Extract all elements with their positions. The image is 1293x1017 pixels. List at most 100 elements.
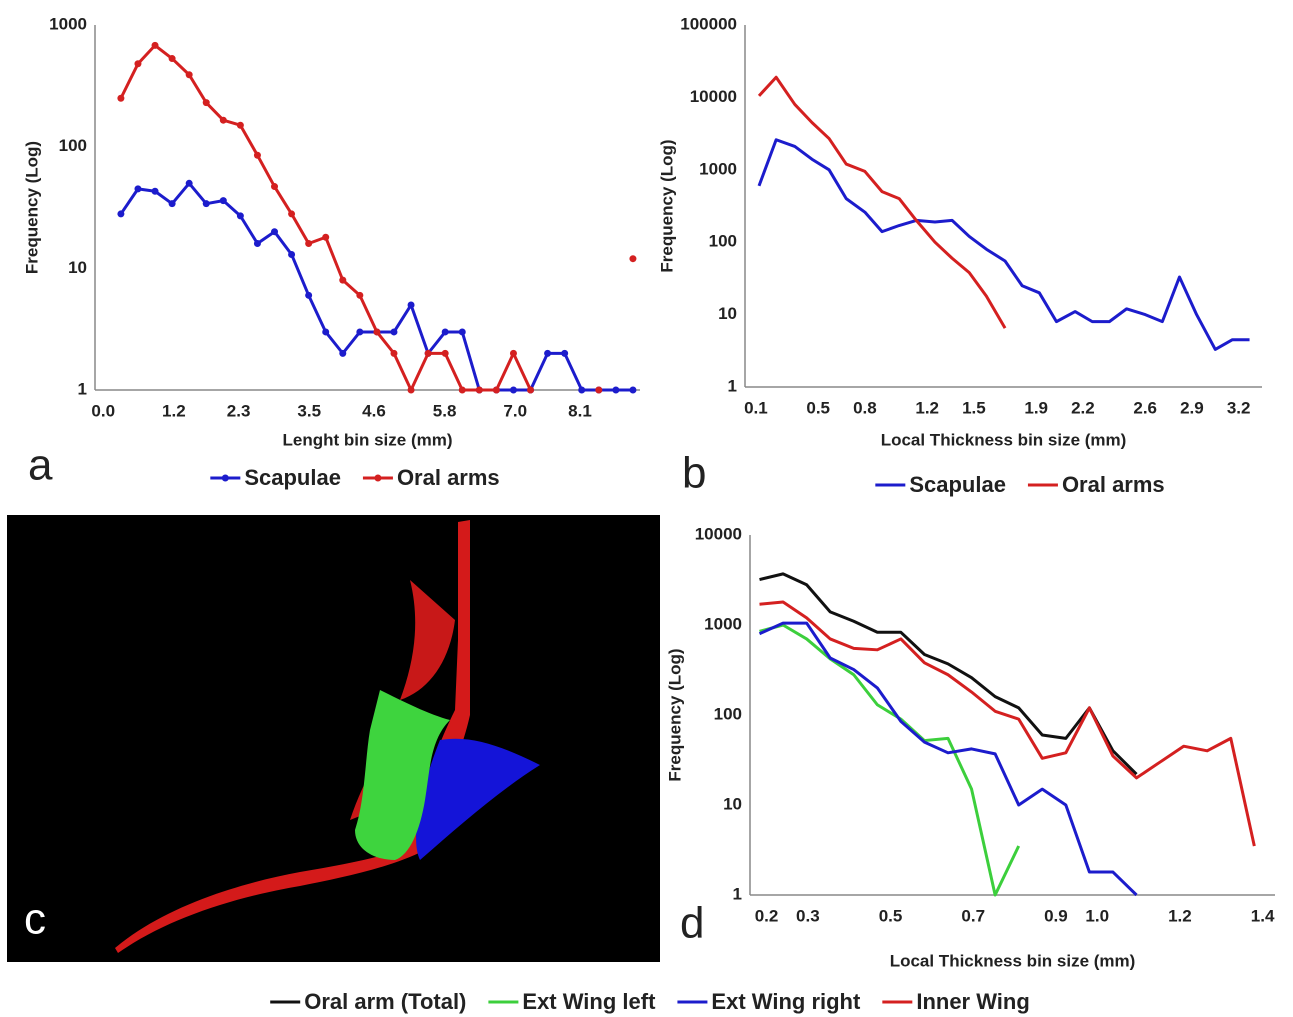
y-tick-label: 1	[733, 884, 742, 903]
x-axis-label: Local Thickness bin size (mm)	[890, 951, 1136, 970]
data-point	[236, 121, 244, 129]
x-tick-label: 4.6	[362, 401, 386, 420]
data-point	[612, 386, 620, 394]
x-tick-label: 0.2	[755, 906, 779, 925]
data-point	[253, 239, 261, 247]
legend: Scapulae Oral arms	[210, 465, 500, 490]
x-tick-label: 0.3	[796, 906, 820, 925]
data-point	[561, 349, 569, 357]
x-tick-label: 2.9	[1180, 398, 1204, 417]
legend-label: Scapulae	[244, 465, 341, 490]
red-branches	[350, 580, 455, 820]
data-point	[424, 349, 432, 357]
x-axis-label: Lenght bin size (mm)	[283, 430, 453, 449]
data-point	[271, 183, 279, 191]
data-point	[202, 99, 210, 107]
y-axis-label: Frequency (Log)	[22, 141, 41, 274]
x-tick-label: 3.5	[297, 401, 321, 420]
y-tick-label: 1000	[49, 14, 87, 33]
series-line	[758, 621, 1138, 897]
y-tick-label: 100	[714, 704, 742, 723]
legend: Oral arm (Total) Ext Wing left Ext Wing ri…	[270, 989, 1030, 1014]
series-line	[757, 138, 1250, 351]
data-point	[151, 187, 159, 195]
green-structure	[355, 690, 450, 860]
blue-structure	[416, 738, 540, 860]
x-tick-label: 0.5	[879, 906, 903, 925]
x-tick-label: 0.8	[853, 398, 877, 417]
data-point	[151, 41, 159, 49]
data-point	[253, 151, 261, 159]
panel-letter: c	[24, 895, 46, 944]
data-point	[305, 291, 313, 299]
x-tick-label: 0.1	[744, 398, 768, 417]
y-axis-label: Frequency (Log)	[665, 648, 684, 781]
legend-marker	[374, 474, 382, 482]
data-point	[509, 349, 517, 357]
legend-label: Oral arms	[1062, 472, 1165, 497]
data-point	[322, 328, 330, 336]
y-tick-label: 1000	[704, 614, 742, 633]
legend-marker	[221, 474, 229, 482]
y-tick-label: 10	[68, 258, 87, 277]
y-tick-label: 10	[718, 304, 737, 323]
x-tick-label: 5.8	[433, 401, 457, 420]
y-tick-label: 1	[78, 379, 87, 398]
chart: 1 10 100 1000 10000 0.2 0.3 0.5 0.7 0.9 1.0 1.2 1.4 F…	[270, 524, 1275, 1014]
x-tick-label: 7.0	[503, 401, 527, 420]
x-tick-label: 0.0	[91, 401, 115, 420]
render-panel: c	[7, 515, 660, 962]
data-point	[271, 228, 279, 236]
data-point	[134, 185, 142, 193]
legend-label: Scapulae	[909, 472, 1006, 497]
data-point	[305, 239, 313, 247]
data-point	[458, 386, 466, 394]
data-point	[441, 328, 449, 336]
x-tick-label: 1.2	[162, 401, 186, 420]
data-point	[595, 386, 603, 394]
y-tick-label: 1	[728, 376, 737, 395]
x-tick-label: 1.0	[1085, 906, 1109, 925]
data-point	[202, 200, 210, 208]
legend-label: Oral arm (Total)	[304, 989, 466, 1014]
x-axis-label: Local Thickness bin size (mm)	[881, 430, 1127, 449]
panel-letter: d	[680, 899, 704, 948]
data-point	[322, 233, 330, 241]
x-tick-label: 0.5	[806, 398, 830, 417]
data-point	[492, 386, 500, 394]
x-tick-label: 1.2	[915, 398, 939, 417]
panel-background	[7, 515, 660, 962]
x-tick-label: 0.9	[1044, 906, 1068, 925]
data-point	[168, 55, 176, 63]
data-point	[629, 255, 637, 263]
chart: 1 10 100 1000 10000 100000 0.1 0.5 0.8 1.2 1.5 1.9 2…	[657, 14, 1262, 498]
y-axis-label: Frequency (Log)	[657, 139, 676, 272]
legend-label: Inner Wing	[916, 989, 1029, 1014]
data-point	[288, 250, 296, 258]
x-tick-label: 2.2	[1071, 398, 1095, 417]
x-tick-label: 1.5	[962, 398, 986, 417]
data-point	[356, 291, 364, 299]
series-line	[759, 572, 1138, 776]
y-tick-label: 100000	[680, 14, 737, 33]
y-tick-label: 10000	[690, 87, 737, 106]
data-point	[117, 210, 125, 218]
legend-label: Ext Wing left	[522, 989, 656, 1014]
data-point	[407, 386, 415, 394]
data-point	[185, 179, 193, 187]
data-point	[509, 386, 517, 394]
x-tick-label: 1.2	[1168, 906, 1192, 925]
data-point	[219, 197, 227, 205]
data-point	[373, 328, 381, 336]
panel-letter: a	[28, 441, 53, 490]
series-line	[119, 43, 532, 392]
data-point	[544, 349, 552, 357]
data-point	[219, 116, 227, 124]
data-point	[356, 328, 364, 336]
data-point	[527, 386, 535, 394]
x-tick-label: 1.4	[1251, 906, 1275, 925]
chart: 1 10 100 1000 0.0 1.2 2.3 3.5 4.6 5.8 7.0 8.1 Freque…	[22, 14, 640, 490]
x-tick-label: 3.2	[1227, 398, 1251, 417]
y-tick-label: 100	[709, 232, 737, 251]
data-point	[475, 386, 483, 394]
